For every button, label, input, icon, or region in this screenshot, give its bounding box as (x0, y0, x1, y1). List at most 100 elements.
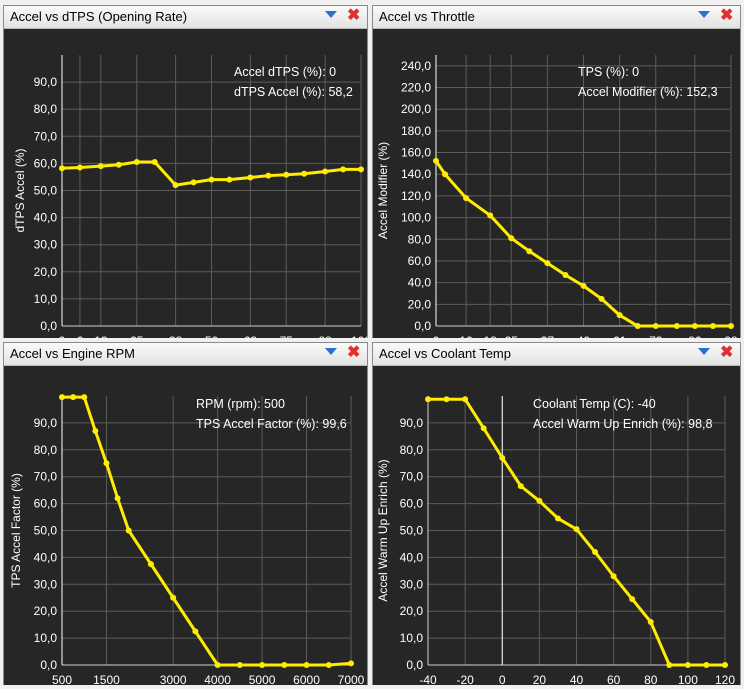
data-point[interactable] (517, 483, 524, 490)
chevron-down-icon[interactable] (325, 348, 337, 355)
data-point[interactable] (673, 323, 680, 329)
data-point[interactable] (325, 662, 332, 668)
data-point[interactable] (147, 561, 154, 568)
data-point[interactable] (358, 166, 364, 173)
x-tick-label: 63 (244, 334, 258, 338)
data-point[interactable] (544, 260, 551, 267)
data-point[interactable] (433, 157, 439, 164)
data-point[interactable] (283, 171, 290, 178)
panel-titlebar[interactable]: Accel vs Engine RPM ✖ (4, 343, 367, 366)
chevron-down-icon[interactable] (698, 11, 710, 18)
data-point[interactable] (554, 515, 561, 522)
data-point[interactable] (226, 176, 233, 183)
data-point[interactable] (97, 163, 104, 170)
data-point[interactable] (81, 394, 88, 401)
data-point[interactable] (115, 161, 122, 168)
close-icon[interactable]: ✖ (347, 7, 361, 24)
data-point[interactable] (172, 182, 179, 189)
data-point[interactable] (259, 662, 266, 668)
panel-titlebar[interactable]: Accel vs Coolant Temp ✖ (373, 343, 740, 366)
data-point[interactable] (265, 172, 272, 179)
data-point[interactable] (691, 323, 698, 329)
chart-svg[interactable]: 500 1500 3000 4000 5000 6000 7000 0,0 10,0 20,0 30… (4, 366, 367, 685)
data-point[interactable] (703, 662, 710, 668)
data-point[interactable] (647, 618, 654, 625)
data-point[interactable] (592, 549, 599, 556)
readout-line: Accel Modifier (%): 152,3 (578, 85, 718, 99)
data-point[interactable] (125, 527, 132, 534)
data-point[interactable] (59, 165, 65, 172)
data-point[interactable] (103, 460, 110, 467)
data-point[interactable] (462, 396, 469, 403)
data-point[interactable] (666, 662, 673, 668)
data-point[interactable] (684, 662, 691, 668)
data-point[interactable] (573, 526, 580, 533)
data-point[interactable] (348, 660, 354, 667)
data-point[interactable] (170, 594, 177, 601)
data-point[interactable] (722, 662, 728, 668)
data-point[interactable] (536, 497, 543, 504)
data-point[interactable] (70, 394, 77, 401)
data-point[interactable] (634, 323, 641, 329)
data-point[interactable] (709, 323, 716, 329)
data-point[interactable] (508, 235, 515, 242)
data-point[interactable] (580, 282, 587, 289)
x-tick-label: 20 (533, 673, 547, 685)
readout-line: TPS Accel Factor (%): 99,6 (196, 417, 347, 431)
data-point[interactable] (301, 170, 308, 177)
y-tick-label: 70,0 (400, 470, 424, 484)
data-point[interactable] (208, 176, 215, 183)
data-point[interactable] (76, 164, 83, 171)
data-point[interactable] (728, 323, 734, 329)
data-point[interactable] (562, 272, 569, 279)
data-point[interactable] (214, 662, 221, 668)
y-tick-label: 50,0 (34, 524, 58, 538)
data-point[interactable] (114, 495, 121, 502)
data-point[interactable] (629, 596, 636, 603)
data-point[interactable] (616, 312, 623, 319)
x-tick-label: 10 (459, 334, 473, 338)
y-tick-label: 10,0 (400, 631, 424, 645)
data-point[interactable] (443, 396, 450, 403)
chart-svg[interactable]: -40 -20 0 20 40 60 80 100 120 0,0 10,0 20,0 30,0 40,0… (373, 366, 740, 685)
close-icon[interactable]: ✖ (720, 344, 734, 361)
chevron-down-icon[interactable] (698, 348, 710, 355)
data-point[interactable] (92, 427, 99, 434)
data-point[interactable] (190, 179, 197, 186)
data-point[interactable] (247, 174, 254, 181)
data-point[interactable] (236, 662, 243, 668)
data-point[interactable] (425, 396, 431, 403)
panel-titlebar[interactable]: Accel vs dTPS (Opening Rate) ✖ (4, 6, 367, 29)
x-tick-label: 98 (724, 334, 738, 338)
data-point[interactable] (652, 323, 659, 329)
data-point[interactable] (59, 394, 65, 401)
panel-title: Accel vs dTPS (Opening Rate) (10, 9, 188, 24)
data-point[interactable] (192, 628, 199, 635)
data-point[interactable] (463, 195, 470, 202)
x-tick-label: 61 (613, 334, 627, 338)
data-point[interactable] (281, 662, 288, 668)
y-tick-label: 90,0 (400, 416, 424, 430)
close-icon[interactable]: ✖ (720, 7, 734, 24)
close-icon[interactable]: ✖ (347, 344, 361, 361)
data-point[interactable] (526, 248, 533, 255)
data-point[interactable] (499, 454, 506, 461)
x-tick-label: 49 (577, 334, 591, 338)
data-point[interactable] (487, 212, 494, 219)
data-point[interactable] (610, 573, 617, 580)
chart-svg[interactable]: 0 10 18 25 37 49 61 73 86 98 0,0 20,0 40,0 60,0 80,0 10… (373, 29, 740, 338)
data-point[interactable] (442, 171, 449, 178)
data-point[interactable] (303, 662, 310, 668)
y-tick-label: 80,0 (34, 102, 58, 116)
x-tick-label: 6000 (293, 673, 320, 685)
y-tick-label: 20,0 (400, 604, 424, 618)
chevron-down-icon[interactable] (325, 11, 337, 18)
data-point[interactable] (151, 159, 158, 166)
data-point[interactable] (480, 425, 487, 432)
data-point[interactable] (133, 159, 140, 166)
data-point[interactable] (598, 295, 605, 302)
data-point[interactable] (340, 166, 347, 173)
data-point[interactable] (322, 168, 329, 175)
chart-svg[interactable]: 0 6 13 25 38 50 63 75 88 100 0,0 10,0 20,0 30,0 40,0 50… (4, 29, 367, 338)
panel-titlebar[interactable]: Accel vs Throttle ✖ (373, 6, 740, 29)
